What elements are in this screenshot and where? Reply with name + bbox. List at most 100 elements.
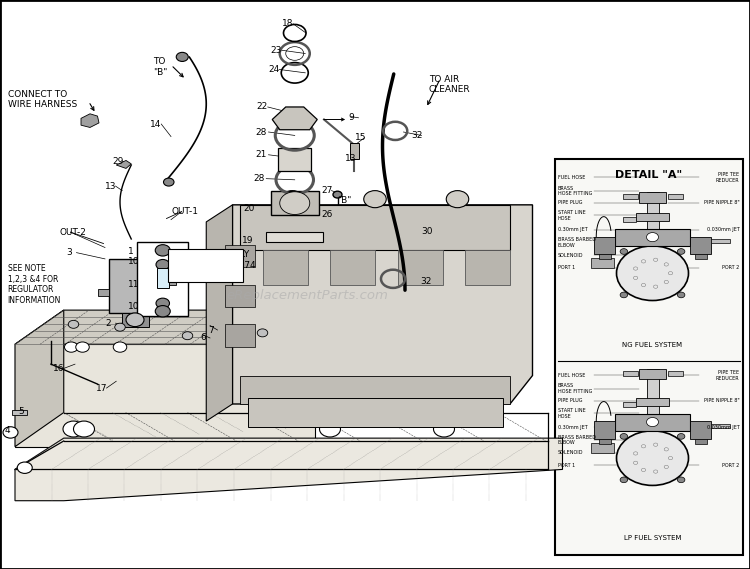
Circle shape — [231, 329, 249, 343]
Bar — [694, 254, 706, 259]
Circle shape — [270, 256, 300, 279]
Text: OUT-1: OUT-1 — [171, 207, 198, 216]
Text: 29: 29 — [112, 157, 124, 166]
Circle shape — [257, 329, 268, 337]
Text: 21: 21 — [255, 150, 266, 159]
Text: eReplacementParts.com: eReplacementParts.com — [226, 290, 388, 302]
Text: NG FUEL SYSTEM: NG FUEL SYSTEM — [622, 342, 682, 348]
Bar — [157, 268, 169, 288]
Circle shape — [156, 298, 170, 308]
Bar — [266, 232, 323, 242]
Bar — [262, 250, 308, 284]
Bar — [109, 259, 165, 313]
Bar — [615, 229, 690, 246]
Circle shape — [126, 313, 144, 327]
Circle shape — [338, 256, 368, 279]
Text: PIPE NIPPLE 8": PIPE NIPPLE 8" — [704, 200, 740, 205]
Circle shape — [620, 249, 628, 254]
Circle shape — [74, 421, 94, 437]
Text: 18: 18 — [282, 19, 293, 28]
Text: PORT 2: PORT 2 — [722, 463, 740, 468]
Circle shape — [231, 249, 249, 263]
Text: BRASS
HOSE FITTING: BRASS HOSE FITTING — [558, 185, 592, 196]
Circle shape — [620, 292, 628, 298]
Bar — [646, 369, 658, 419]
Circle shape — [620, 477, 628, 483]
Bar — [639, 369, 666, 379]
Bar — [615, 414, 690, 431]
Text: 0.030mm JET: 0.030mm JET — [706, 425, 740, 430]
Bar — [668, 370, 682, 376]
Bar — [622, 370, 638, 376]
Bar — [225, 324, 255, 347]
Text: 10: 10 — [128, 302, 139, 311]
Text: PORT 1: PORT 1 — [558, 265, 575, 270]
Text: 7: 7 — [209, 325, 214, 335]
Bar — [668, 194, 682, 199]
Text: 4: 4 — [4, 426, 10, 435]
Bar — [225, 245, 255, 267]
Bar — [711, 424, 730, 428]
Circle shape — [472, 256, 502, 279]
Text: 27: 27 — [321, 186, 332, 195]
Text: 19: 19 — [242, 236, 253, 245]
Bar — [330, 250, 375, 284]
Text: 22: 22 — [256, 102, 268, 112]
Text: 0.030mm JET: 0.030mm JET — [706, 227, 740, 232]
Bar — [636, 398, 669, 406]
Text: BRASS BARBED
ELBOW: BRASS BARBED ELBOW — [558, 237, 596, 248]
Bar — [598, 439, 610, 444]
Text: 5: 5 — [18, 407, 24, 417]
Text: FUEL HOSE: FUEL HOSE — [558, 175, 585, 180]
Text: ASSEMBLY
P/N 0F8274: ASSEMBLY P/N 0F8274 — [176, 249, 235, 269]
Text: 26: 26 — [321, 210, 332, 219]
Bar — [694, 439, 706, 444]
Text: START LINE
HOSE: START LINE HOSE — [558, 408, 586, 419]
Text: OUT-2: OUT-2 — [60, 228, 87, 237]
Bar — [398, 250, 442, 284]
Text: PORT 2: PORT 2 — [722, 265, 740, 270]
Text: PORT 1: PORT 1 — [558, 463, 575, 468]
Text: ASSEMBLY
P/N 0F8274: ASSEMBLY P/N 0F8274 — [204, 250, 256, 270]
Text: PIPE PLUG: PIPE PLUG — [558, 200, 583, 205]
Circle shape — [677, 292, 685, 298]
Text: 11: 11 — [128, 280, 139, 289]
Circle shape — [646, 418, 658, 427]
Text: TO AIR
CLEANER: TO AIR CLEANER — [429, 75, 471, 94]
Text: SOLENOID: SOLENOID — [558, 450, 584, 455]
Circle shape — [176, 52, 188, 61]
Circle shape — [677, 477, 685, 483]
Text: SOLENOID: SOLENOID — [558, 253, 584, 258]
Text: "B": "B" — [337, 196, 351, 205]
Text: PIPE TEE
REDUCER: PIPE TEE REDUCER — [716, 370, 740, 381]
Bar — [591, 258, 613, 269]
Text: 13: 13 — [105, 182, 116, 191]
Polygon shape — [272, 107, 317, 130]
Circle shape — [677, 249, 685, 254]
Polygon shape — [206, 205, 232, 421]
Text: 28: 28 — [255, 127, 266, 137]
Bar — [690, 237, 711, 254]
Text: 20: 20 — [243, 204, 254, 213]
Circle shape — [333, 191, 342, 198]
Text: 9: 9 — [348, 113, 354, 122]
Bar — [240, 205, 510, 250]
Text: 15: 15 — [355, 133, 366, 142]
Text: 16: 16 — [53, 364, 64, 373]
Circle shape — [63, 421, 84, 437]
Circle shape — [155, 306, 170, 317]
Text: 32: 32 — [420, 277, 431, 286]
Text: FUEL HOSE: FUEL HOSE — [558, 373, 585, 378]
Text: 0.30mm JET: 0.30mm JET — [558, 227, 588, 232]
Circle shape — [433, 421, 454, 437]
Bar — [165, 278, 176, 284]
Circle shape — [182, 332, 193, 340]
Bar — [248, 398, 502, 427]
Bar — [690, 422, 711, 439]
Polygon shape — [15, 438, 562, 501]
Bar — [240, 376, 510, 404]
Text: LP FUEL SYSTEM: LP FUEL SYSTEM — [624, 535, 681, 541]
Text: CONNECT TO
WIRE HARNESS: CONNECT TO WIRE HARNESS — [8, 90, 76, 109]
Text: 28: 28 — [254, 174, 265, 183]
Bar — [594, 422, 615, 439]
